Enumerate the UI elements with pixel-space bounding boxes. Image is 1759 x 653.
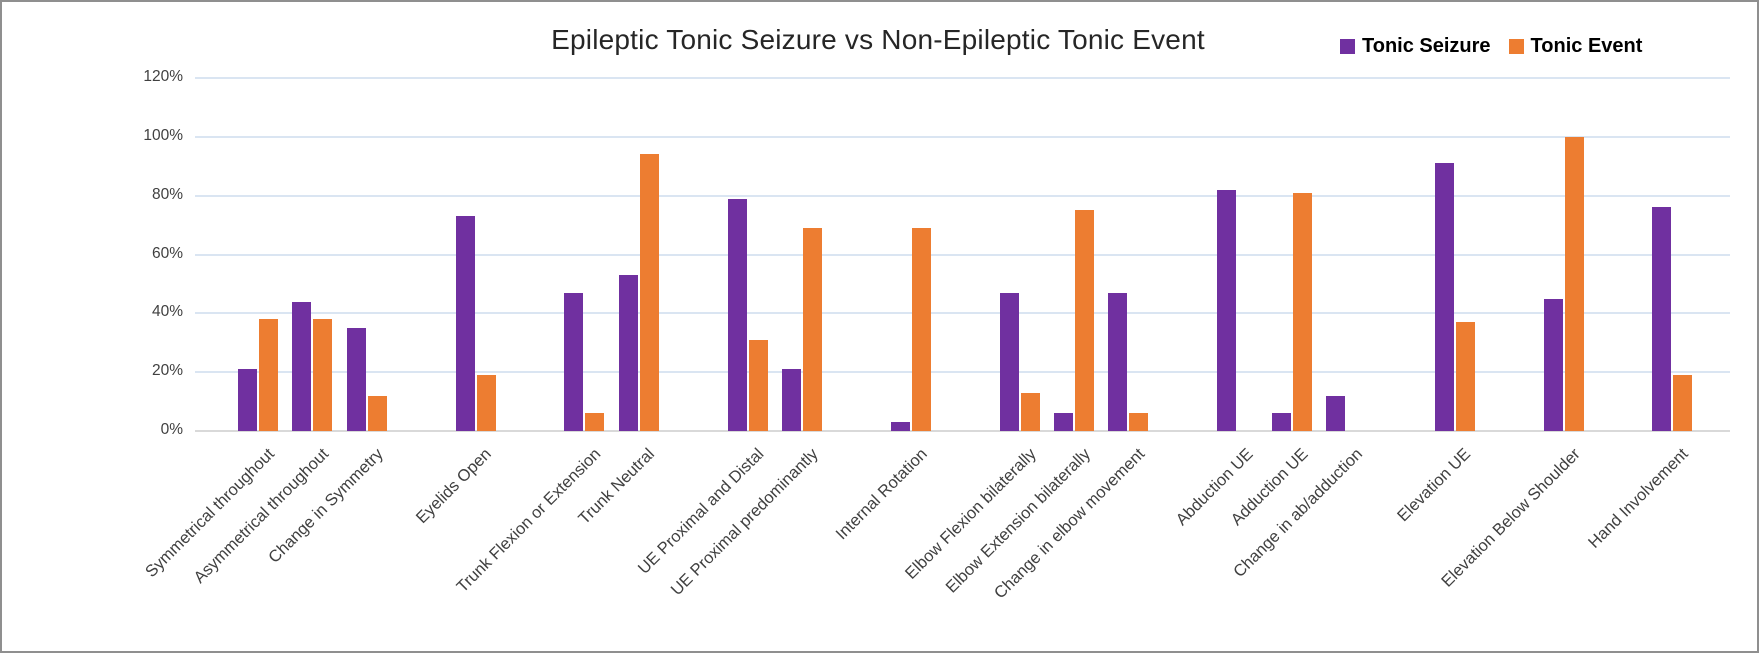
legend-label-tonic-event: Tonic Event <box>1530 35 1643 57</box>
bar-tonic-seizure-change-in-symmetry <box>346 328 366 431</box>
legend-label-tonic-seizure: Tonic Seizure <box>1362 35 1491 57</box>
bar-tonic-event-eyelids-open <box>476 375 496 431</box>
bar-tonic-seizure-internal-rotation <box>890 422 910 431</box>
bar-tonic-seizure-elevation-below-shoulder <box>1543 298 1563 431</box>
bar-tonic-event-elevation-below-shoulder <box>1564 136 1584 431</box>
bar-tonic-event-trunk-flexion-or-extension <box>585 413 605 431</box>
legend-item-tonic-event: Tonic Event <box>1508 35 1643 58</box>
gridline-100 <box>195 135 1730 138</box>
bar-tonic-event-trunk-neutral <box>639 154 659 431</box>
bar-tonic-event-change-in-symmetry <box>367 395 387 431</box>
gridline-40 <box>195 312 1730 315</box>
bar-tonic-seizure-trunk-neutral <box>618 275 638 431</box>
bar-tonic-event-elbow-flexion-bilaterally <box>1020 392 1040 431</box>
bar-tonic-event-ue-proximal-predominantly <box>803 228 822 431</box>
x-axis-category-label-internal-rotation: Internal Rotation <box>832 445 931 544</box>
gridline-60 <box>195 253 1730 256</box>
legend-swatch-tonic-event-icon <box>1508 39 1524 54</box>
gridline-80 <box>195 194 1730 197</box>
bar-tonic-seizure-elbow-flexion-bilaterally <box>999 292 1019 431</box>
y-axis-tick-label-120: 120% <box>143 68 183 85</box>
bar-tonic-event-ue-proximal-and-distal <box>748 339 768 431</box>
x-axis-category-label-elevation-ue: Elevation UE <box>1394 445 1475 526</box>
bar-tonic-seizure-elevation-ue <box>1434 163 1454 431</box>
y-axis-tick-label-0: 0% <box>160 421 183 438</box>
bar-tonic-event-elevation-ue <box>1455 322 1475 431</box>
legend-swatch-tonic-seizure-icon <box>1340 39 1355 54</box>
gridline-20 <box>195 371 1730 374</box>
y-axis-tick-label-100: 100% <box>143 126 183 144</box>
bar-tonic-seizure-ue-proximal-predominantly <box>782 369 801 431</box>
bar-tonic-seizure-change-in-elbow-movement <box>1108 292 1128 431</box>
bar-tonic-seizure-abduction-ue <box>1217 189 1237 431</box>
legend-item-tonic-seizure: Tonic Seizure <box>1340 35 1491 58</box>
bar-tonic-event-elbow-extension-bilaterally <box>1075 210 1094 431</box>
bar-tonic-seizure-elbow-extension-bilaterally <box>1054 413 1073 431</box>
bar-tonic-event-asymmetrical-throughout <box>313 319 333 431</box>
chart-title: Epileptic Tonic Seizure vs Non-Epileptic… <box>551 24 1205 55</box>
bar-tonic-seizure-ue-proximal-and-distal <box>727 198 747 431</box>
bar-tonic-event-hand-involvement <box>1673 375 1693 431</box>
y-axis-tick-label-80: 80% <box>151 185 183 203</box>
bar-tonic-seizure-adduction-ue <box>1271 413 1291 431</box>
bar-tonic-event-adduction-ue <box>1292 192 1312 431</box>
x-axis-category-label-eyelids-open: Eyelids Open <box>413 445 496 528</box>
bar-tonic-seizure-asymmetrical-throughout <box>292 301 312 431</box>
bar-tonic-seizure-hand-involvement <box>1652 207 1672 431</box>
bar-tonic-seizure-change-in-ab-adduction <box>1326 395 1345 431</box>
bar-tonic-event-symmetrical-throughout <box>259 319 278 431</box>
bar-tonic-seizure-eyelids-open <box>455 216 475 431</box>
y-axis-tick-label-20: 20% <box>151 362 183 380</box>
bar-tonic-seizure-trunk-flexion-or-extension <box>564 292 584 431</box>
y-axis-tick-label-60: 60% <box>151 244 183 262</box>
x-axis-line <box>195 430 1730 432</box>
x-axis-category-label-hand-involvement: Hand Involvement <box>1585 445 1693 552</box>
gridline-120 <box>195 77 1730 79</box>
bar-tonic-seizure-symmetrical-throughout <box>238 369 257 431</box>
legend: Tonic Seizure Tonic Event <box>1340 35 1642 58</box>
y-axis-tick-label-40: 40% <box>151 303 183 321</box>
bar-tonic-event-internal-rotation <box>911 228 931 431</box>
bar-tonic-event-change-in-elbow-movement <box>1129 413 1149 431</box>
